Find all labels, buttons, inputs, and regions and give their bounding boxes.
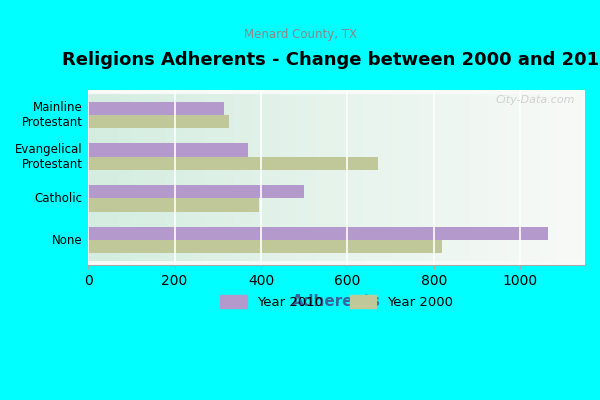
Title: Religions Adherents - Change between 2000 and 2010: Religions Adherents - Change between 200… [62,51,600,69]
Text: City-Data.com: City-Data.com [496,95,575,105]
Bar [88,115,229,128]
Legend: Year 2010, Year 2000: Year 2010, Year 2000 [215,290,458,314]
Bar [88,157,377,170]
Bar [88,240,442,253]
Bar [88,198,259,212]
X-axis label: Adherents: Adherents [292,294,381,309]
Bar [88,102,224,115]
Bar [88,227,548,240]
Bar [88,143,248,157]
Bar [88,185,304,198]
Text: Menard County, TX: Menard County, TX [244,28,356,41]
